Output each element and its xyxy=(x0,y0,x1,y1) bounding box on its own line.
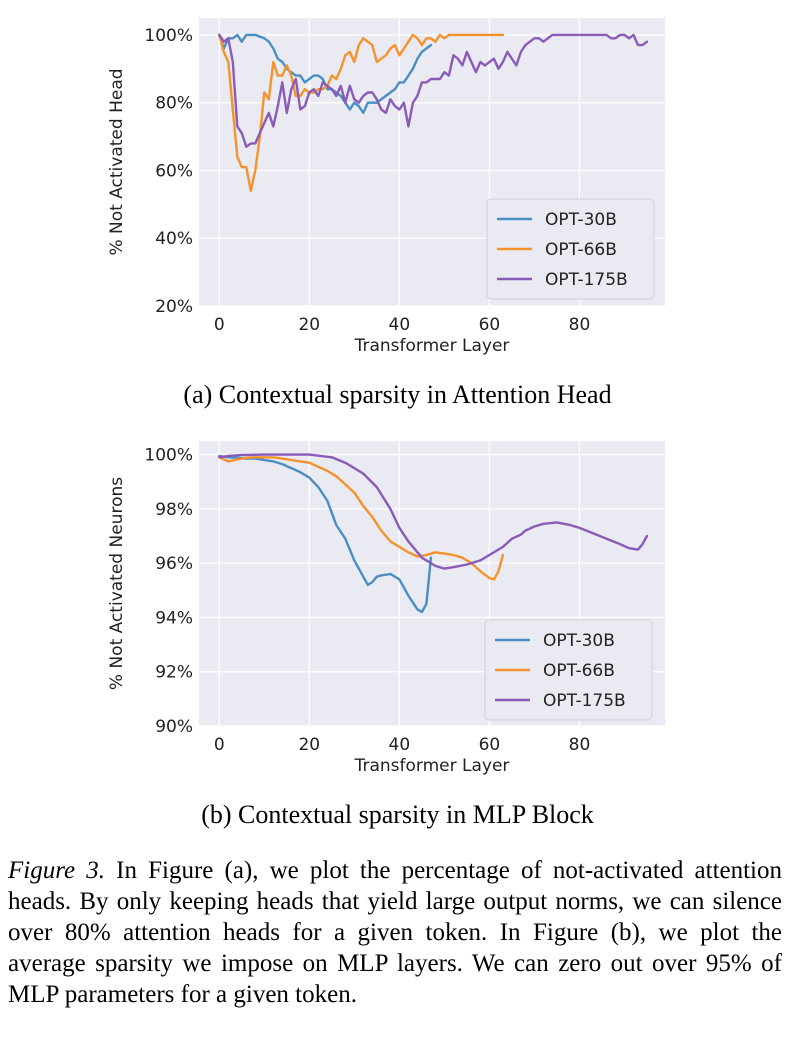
legend-label-opt-30b: OPT-30B xyxy=(545,210,617,230)
y-tick-label: 98% xyxy=(155,500,193,520)
legend xyxy=(484,619,653,721)
y-tick-label: 80% xyxy=(155,94,193,114)
series-line-opt-175b xyxy=(218,33,649,148)
x-tick-label: 20 xyxy=(298,315,320,335)
x-tick-label: 0 xyxy=(214,315,225,335)
figure-caption: Figure 3. In Figure (a), we plot the per… xyxy=(8,855,782,1010)
x-tick-label: 40 xyxy=(389,735,411,755)
series-line-opt-30b xyxy=(218,454,433,614)
plot-area xyxy=(199,441,665,726)
legend-label-opt-30b: OPT-30B xyxy=(543,631,615,651)
x-tick-label: 60 xyxy=(479,315,501,335)
y-axis-label: % Not Activated Head xyxy=(107,68,127,255)
y-tick-label: 60% xyxy=(155,161,193,181)
legend-label-opt-175b: OPT-175B xyxy=(545,270,628,290)
x-tick-label: 80 xyxy=(569,315,591,335)
attention-head-sparsity-chart: 0 20 40 60 80 20% 40% 60% 80% 100% Transformer Lay… xyxy=(107,18,665,356)
x-axis-label: Transformer Layer xyxy=(354,336,510,356)
y-tick-label: 96% xyxy=(155,554,193,574)
x-tick-label: 20 xyxy=(298,735,320,755)
subfigure-caption-b: (b) Contextual sparsity in MLP Block xyxy=(201,800,594,829)
y-tick-label: 92% xyxy=(155,663,193,683)
legend-label-opt-66b: OPT-66B xyxy=(543,661,615,681)
x-axis-label: Transformer Layer xyxy=(354,756,510,776)
y-axis-label: % Not Activated Neurons xyxy=(107,477,127,690)
x-tick-label: 40 xyxy=(389,315,411,335)
series-line-opt-175b xyxy=(218,453,649,570)
y-tick-label: 100% xyxy=(144,26,193,46)
figure-caption-text: In Figure (a), we plot the percentage of… xyxy=(8,857,783,1008)
legend-label-opt-66b: OPT-66B xyxy=(545,240,617,260)
figure-label: Figure 3. xyxy=(8,857,105,884)
legend-label-opt-175b: OPT-175B xyxy=(543,691,626,711)
x-tick-label: 60 xyxy=(479,735,501,755)
series-line-opt-66b xyxy=(218,456,505,581)
y-tick-label: 90% xyxy=(155,717,193,737)
x-tick-label: 80 xyxy=(569,735,591,755)
y-tick-label: 40% xyxy=(155,229,193,249)
legend xyxy=(486,198,655,300)
y-tick-label: 100% xyxy=(144,446,193,466)
y-tick-label: 94% xyxy=(155,608,193,628)
series-line-opt-66b xyxy=(218,33,505,192)
x-tick-label: 0 xyxy=(214,735,225,755)
y-tick-label: 20% xyxy=(155,297,193,317)
subfigure-caption-a: (a) Contextual sparsity in Attention Hea… xyxy=(183,380,612,409)
